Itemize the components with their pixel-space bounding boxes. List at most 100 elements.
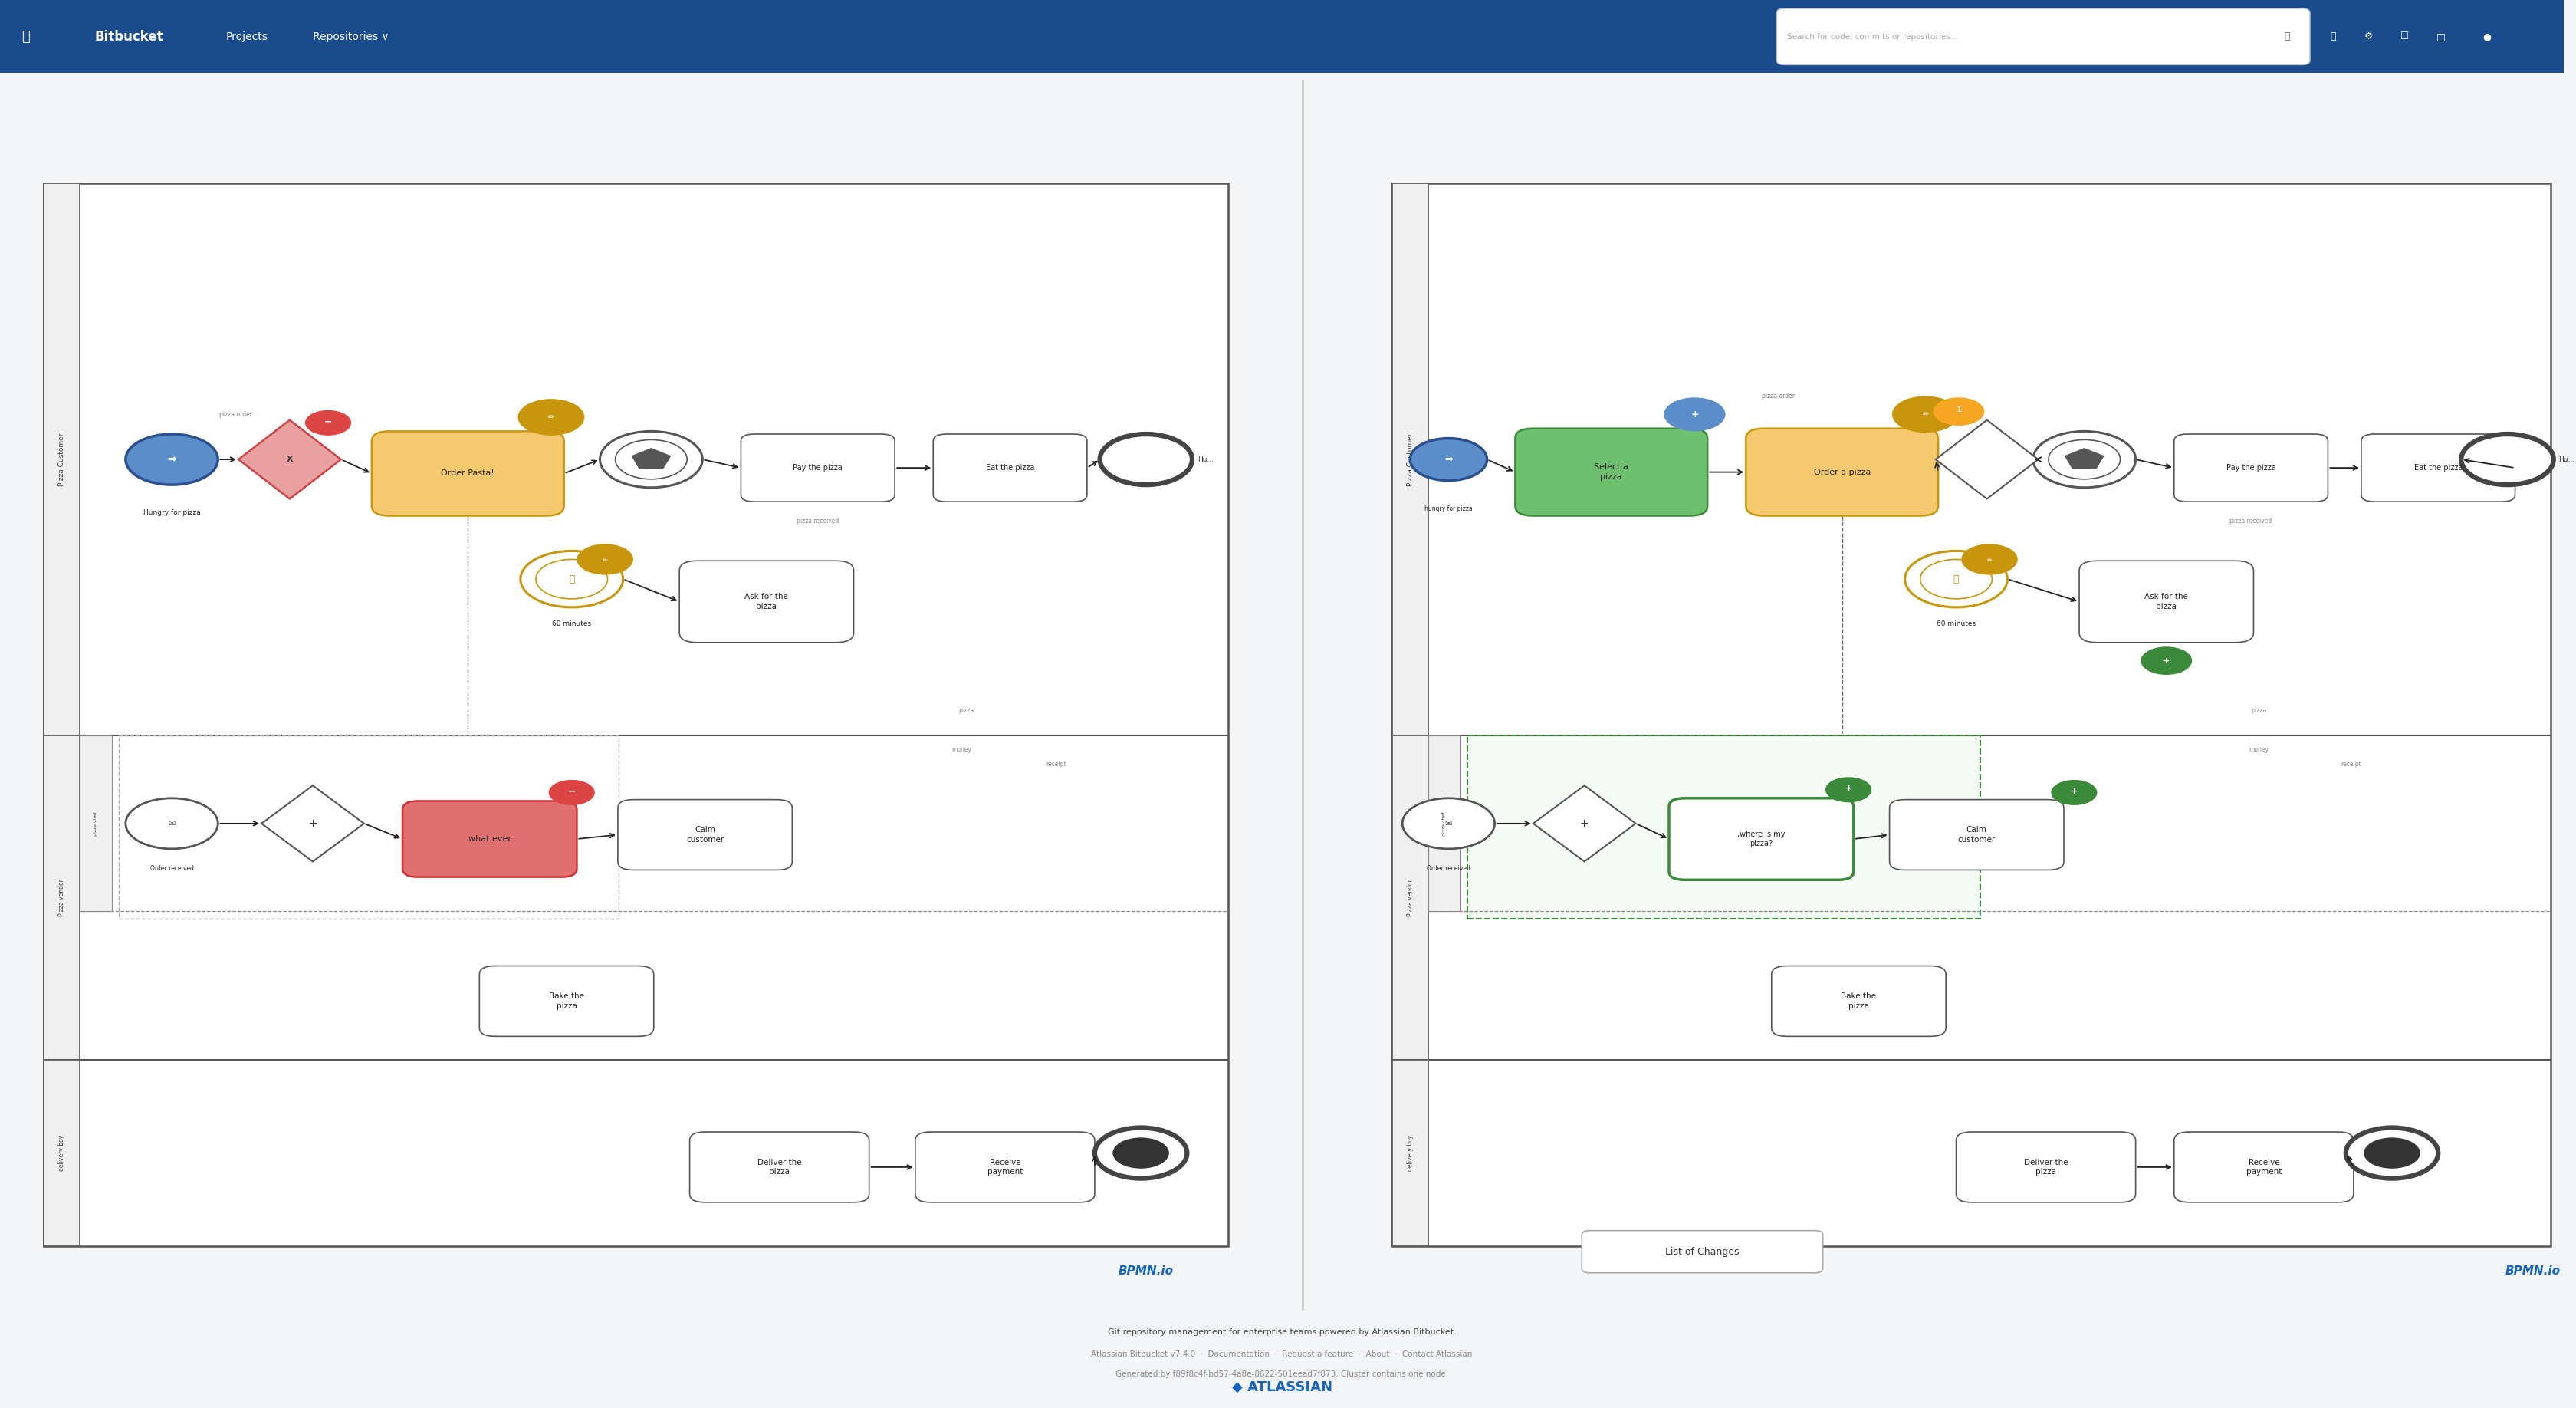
Text: Hu...: Hu... <box>2558 456 2576 463</box>
Text: +: + <box>1844 784 1852 793</box>
Text: Bake the
pizza: Bake the pizza <box>1842 993 1875 1010</box>
Bar <box>1391 736 1427 1060</box>
Text: ❓: ❓ <box>2331 31 2336 42</box>
Text: Deliver the
pizza: Deliver the pizza <box>2025 1159 2069 1176</box>
Circle shape <box>1919 559 1991 598</box>
Text: Pay the pizza: Pay the pizza <box>2226 465 2275 472</box>
FancyBboxPatch shape <box>680 560 853 642</box>
Text: 60 minutes: 60 minutes <box>551 621 592 628</box>
Bar <box>1468 736 1981 919</box>
Circle shape <box>126 798 219 849</box>
Text: Pizza vendor: Pizza vendor <box>1406 879 1414 917</box>
Text: Generated by f89f8c4f-bd57-4a8e-8622-501eead7f873. Cluster contains one node.: Generated by f89f8c4f-bd57-4a8e-8622-501… <box>1115 1370 1448 1378</box>
Text: ⌚: ⌚ <box>569 574 574 584</box>
Text: pizza order: pizza order <box>1762 393 1795 400</box>
Text: BPMN.io: BPMN.io <box>1118 1266 1175 1277</box>
Text: Calm
customer: Calm customer <box>685 826 724 843</box>
Text: ✏: ✏ <box>549 414 554 421</box>
Text: money: money <box>951 746 971 753</box>
Text: Deliver the
pizza: Deliver the pizza <box>757 1159 801 1176</box>
Circle shape <box>126 434 219 484</box>
Text: List of Changes: List of Changes <box>1664 1246 1739 1257</box>
Text: +: + <box>1579 818 1589 829</box>
Circle shape <box>1904 551 2007 607</box>
Circle shape <box>1893 396 1958 432</box>
FancyBboxPatch shape <box>479 966 654 1036</box>
Text: Repositories ∨: Repositories ∨ <box>312 31 389 42</box>
Circle shape <box>616 439 688 479</box>
Text: money: money <box>2249 746 2269 753</box>
Text: Atlassian Bitbucket v7.4.0  ·  Documentation  ·  Request a feature  ·  About  · : Atlassian Bitbucket v7.4.0 · Documentati… <box>1092 1350 1473 1359</box>
Text: Git repository management for enterprise teams powered by Atlassian Bitbucket.: Git repository management for enterprise… <box>1108 1328 1455 1336</box>
Circle shape <box>2048 439 2120 479</box>
Bar <box>80 736 111 911</box>
Text: Receive
payment: Receive payment <box>987 1159 1023 1176</box>
Text: BPMN.io: BPMN.io <box>2506 1266 2561 1277</box>
Text: Bake the
pizza: Bake the pizza <box>549 993 585 1010</box>
Circle shape <box>304 410 350 435</box>
Text: Hu...: Hu... <box>1198 456 1213 463</box>
Text: ✏: ✏ <box>1922 411 1929 418</box>
Text: Order received: Order received <box>149 865 193 872</box>
Text: Calm
customer: Calm customer <box>1958 826 1996 843</box>
Bar <box>0 0 2563 73</box>
Circle shape <box>1401 798 1494 849</box>
Text: Receive
payment: Receive payment <box>2246 1159 2282 1176</box>
Text: pizza: pizza <box>2251 707 2267 714</box>
Text: −: − <box>325 417 332 427</box>
Text: ✏: ✏ <box>603 556 608 563</box>
Text: Order received: Order received <box>1427 865 1471 872</box>
Bar <box>118 736 618 919</box>
FancyBboxPatch shape <box>2174 434 2329 501</box>
Text: □: □ <box>2437 31 2445 42</box>
FancyBboxPatch shape <box>2079 560 2254 642</box>
FancyBboxPatch shape <box>690 1132 868 1202</box>
Circle shape <box>536 559 608 598</box>
Bar <box>1427 736 1461 911</box>
FancyBboxPatch shape <box>1772 966 1945 1036</box>
FancyBboxPatch shape <box>1669 798 1855 880</box>
Text: receipt: receipt <box>1046 760 1066 767</box>
Polygon shape <box>1533 786 1636 862</box>
Circle shape <box>600 431 703 487</box>
Polygon shape <box>2066 448 2105 469</box>
Text: ⚙: ⚙ <box>2365 31 2372 42</box>
Polygon shape <box>1935 420 2038 498</box>
Text: pizza received: pizza received <box>796 518 840 525</box>
Text: Select a
pizza: Select a pizza <box>1595 463 1628 480</box>
Bar <box>1391 183 2550 1246</box>
Text: +: + <box>309 818 317 829</box>
Circle shape <box>2032 431 2136 487</box>
Text: ⇒: ⇒ <box>1445 455 1453 465</box>
Text: Eat the pizza: Eat the pizza <box>987 465 1036 472</box>
Bar <box>44 183 80 736</box>
Text: Order Pasta!: Order Pasta! <box>440 470 495 477</box>
Text: Pay the pizza: Pay the pizza <box>793 465 842 472</box>
Bar <box>44 1060 80 1246</box>
Text: hungry for pizza: hungry for pizza <box>1425 505 1473 513</box>
Text: ⌚: ⌚ <box>1953 574 1960 584</box>
Text: ,where is my
pizza?: ,where is my pizza? <box>1736 831 1785 848</box>
FancyBboxPatch shape <box>1515 428 1708 515</box>
Circle shape <box>1113 1138 1170 1169</box>
Text: pizza chef: pizza chef <box>1443 811 1445 835</box>
Text: Eat the pizza: Eat the pizza <box>2414 465 2463 472</box>
FancyBboxPatch shape <box>1582 1231 1824 1273</box>
Text: ✉: ✉ <box>1445 819 1453 828</box>
Text: +: + <box>2164 658 2169 665</box>
Circle shape <box>1100 434 1193 484</box>
Text: pizza: pizza <box>958 707 974 714</box>
Circle shape <box>2347 1128 2437 1178</box>
Text: Pizza Customer: Pizza Customer <box>59 432 64 486</box>
Text: pizza order: pizza order <box>219 411 252 418</box>
Text: Ask for the
pizza: Ask for the pizza <box>744 593 788 610</box>
Text: Hungry for pizza: Hungry for pizza <box>144 510 201 517</box>
Circle shape <box>2460 434 2553 484</box>
Text: delivery boy: delivery boy <box>59 1135 64 1171</box>
Text: what ever: what ever <box>469 835 510 843</box>
FancyBboxPatch shape <box>2362 434 2514 501</box>
Circle shape <box>520 551 623 607</box>
Text: ⇒: ⇒ <box>167 453 175 465</box>
Text: receipt: receipt <box>2342 760 2362 767</box>
FancyBboxPatch shape <box>1747 428 1937 515</box>
